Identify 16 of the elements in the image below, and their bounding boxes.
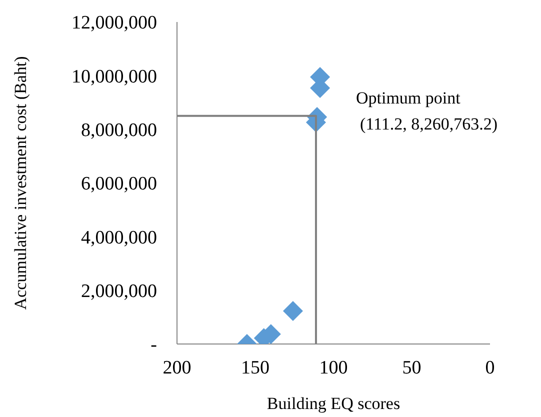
point bbox=[282, 300, 303, 321]
x-axis-title: Building EQ scores bbox=[266, 394, 400, 413]
x-tick-label: 50 bbox=[402, 357, 422, 378]
y-tick-label: 4,000,000 bbox=[81, 227, 157, 248]
annotation: Optimum point (111.2, 8,260,763.2) bbox=[356, 88, 498, 134]
x-tick-label: 0 bbox=[485, 357, 495, 378]
y-tick-label: 12,000,000 bbox=[72, 12, 157, 34]
x-tick-label: 150 bbox=[241, 357, 270, 378]
y-tick-label: 8,000,000 bbox=[81, 120, 157, 142]
x-tick-label: 100 bbox=[319, 357, 348, 378]
x-tick-label: 200 bbox=[162, 357, 192, 378]
y-tick-label: 2,000,000 bbox=[81, 281, 157, 302]
y-tick-label: - bbox=[150, 334, 157, 356]
y-axis-title: Accumulative investment cost (Baht) bbox=[11, 56, 30, 310]
y-tick-label: 10,000,000 bbox=[72, 66, 157, 88]
y-tick-label: 6,000,000 bbox=[81, 174, 157, 195]
